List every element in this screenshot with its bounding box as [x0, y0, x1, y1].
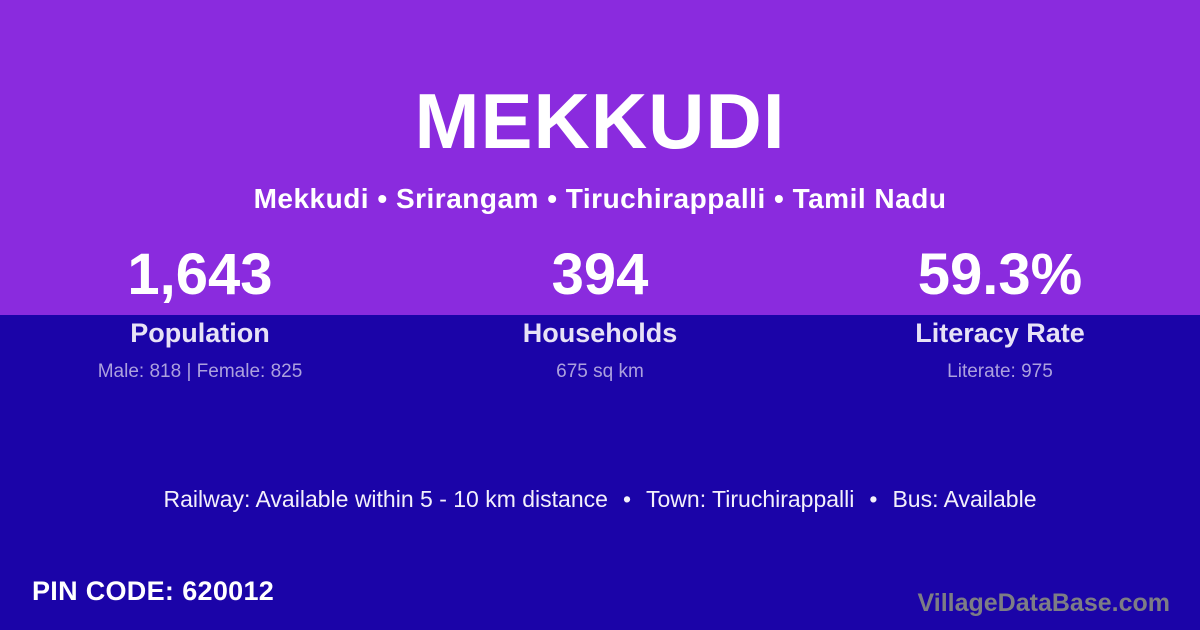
households-label: Households: [522, 318, 678, 348]
population-detail: Male: 818 | Female: 825: [97, 360, 303, 382]
pin-code-label: PIN CODE:: [32, 576, 175, 606]
population-value: 1,643: [127, 242, 273, 307]
stat-population: 1,643 Population Male: 818 | Female: 825: [0, 246, 400, 383]
amenities-info-bar: Railway: Available within 5 - 10 km dist…: [0, 486, 1200, 513]
page-title: MEKKUDI: [414, 77, 786, 165]
stat-literacy-rate: 59.3% Literacy Rate Literate: 975: [800, 246, 1200, 383]
pin-code: PIN CODE: 620012: [32, 576, 274, 607]
stat-households: 394 Households 675 sq km: [400, 246, 800, 383]
pin-code-value: 620012: [182, 576, 275, 606]
population-label: Population: [130, 318, 270, 348]
households-detail: 675 sq km: [556, 360, 644, 382]
stats-row: 1,643 Population Male: 818 | Female: 825…: [0, 246, 1200, 383]
town-info: Town: Tiruchirappalli: [646, 486, 855, 512]
literacy-rate-label: Literacy Rate: [915, 318, 1085, 348]
literacy-rate-detail: Literate: 975: [947, 360, 1053, 382]
bullet-separator: •: [622, 486, 631, 512]
bus-info: Bus: Available: [892, 486, 1037, 512]
site-watermark: VillageDataBase.com: [917, 589, 1170, 617]
literacy-rate-value: 59.3%: [917, 242, 1083, 307]
bullet-separator: •: [869, 486, 878, 512]
households-value: 394: [551, 242, 649, 307]
railway-info: Railway: Available within 5 - 10 km dist…: [163, 486, 608, 512]
breadcrumb: Mekkudi • Srirangam • Tiruchirappalli • …: [253, 183, 947, 214]
